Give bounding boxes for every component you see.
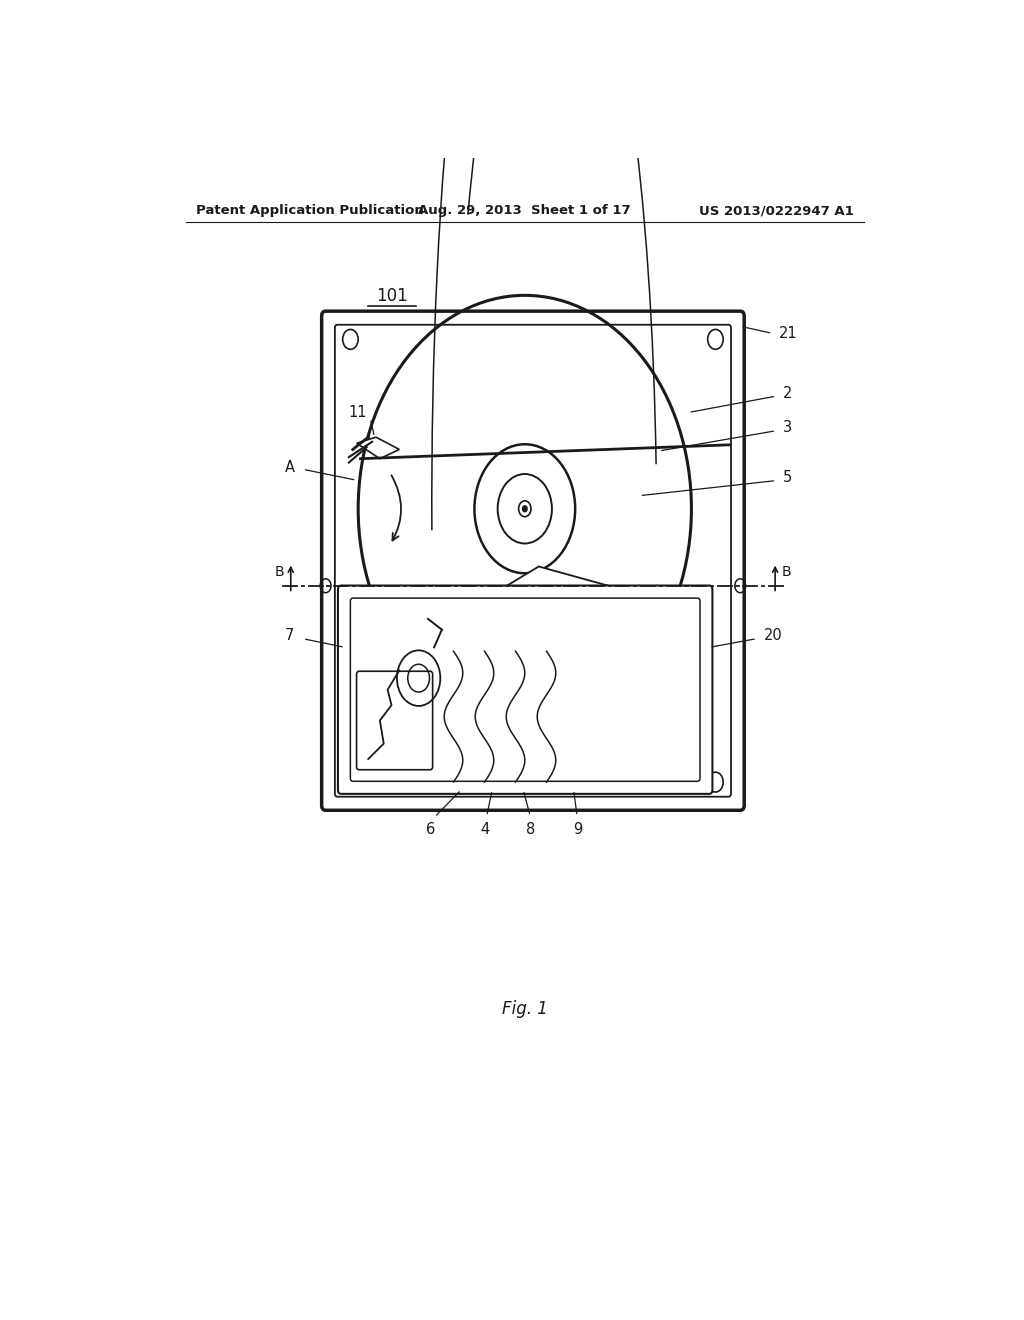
Text: 2: 2 [783,385,793,401]
Polygon shape [356,437,399,459]
Text: 3: 3 [783,420,792,436]
Text: Aug. 29, 2013  Sheet 1 of 17: Aug. 29, 2013 Sheet 1 of 17 [419,205,631,218]
Text: 101: 101 [376,286,408,305]
Text: Patent Application Publication: Patent Application Publication [197,205,424,218]
Text: Fig. 1: Fig. 1 [502,1001,548,1018]
Text: B: B [274,565,285,579]
Text: 4: 4 [480,822,489,837]
Text: 7: 7 [286,628,295,643]
Circle shape [522,506,527,512]
Text: US 2013/0222947 A1: US 2013/0222947 A1 [698,205,853,218]
Polygon shape [430,566,608,651]
Text: B: B [781,565,791,579]
Text: 11: 11 [348,405,367,420]
Text: 21: 21 [779,326,798,342]
FancyBboxPatch shape [322,312,744,810]
Text: 20: 20 [764,628,782,643]
Text: 8: 8 [526,822,536,837]
FancyBboxPatch shape [338,586,713,793]
Text: 5: 5 [783,470,793,486]
Text: 6: 6 [426,822,435,837]
Text: A: A [285,461,295,475]
Circle shape [542,597,547,603]
Text: 9: 9 [572,822,582,837]
